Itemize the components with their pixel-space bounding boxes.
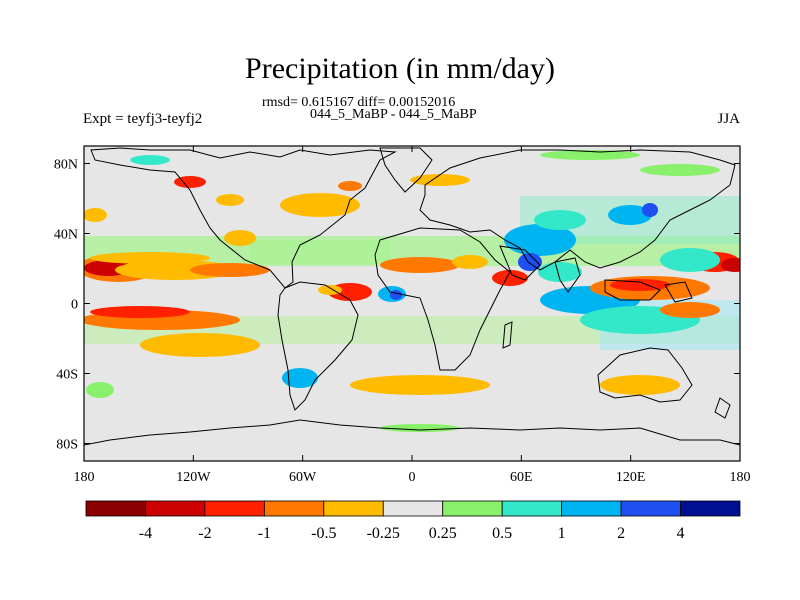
lon-tick-label: 120W bbox=[176, 470, 211, 485]
colorbar-label: -0.25 bbox=[367, 525, 400, 542]
plot-title: Precipitation (in mm/day) bbox=[245, 52, 555, 85]
colorbar-swatch bbox=[204, 500, 265, 517]
colorbar-swatch bbox=[442, 500, 503, 517]
colorbar-swatch bbox=[85, 500, 146, 517]
latitude-axis: 80N 40N 0 40S 80S bbox=[54, 158, 740, 453]
colorbar-label: 0.5 bbox=[492, 525, 512, 542]
colorbar-swatch bbox=[382, 500, 444, 517]
colorbar-label: 4 bbox=[677, 525, 685, 542]
colorbar-swatch bbox=[323, 500, 384, 517]
season-label: JJA bbox=[717, 111, 740, 127]
lat-tick-label: 0 bbox=[71, 298, 78, 313]
colorbar-label: -4 bbox=[139, 525, 152, 542]
colorbar-label: 2 bbox=[617, 525, 625, 542]
lat-tick-label: 40S bbox=[56, 368, 78, 383]
colorbar-swatch bbox=[145, 500, 206, 517]
colorbar-label: 0.25 bbox=[429, 525, 457, 542]
colorbar-swatch bbox=[263, 500, 325, 517]
lon-tick-label: 180 bbox=[74, 470, 95, 485]
colorbar-label: -0.5 bbox=[311, 525, 336, 542]
colorbar-label: -2 bbox=[198, 525, 211, 542]
lon-tick-label: 120E bbox=[616, 470, 646, 485]
lon-tick-label: 180 bbox=[730, 470, 751, 485]
colorbar-swatch bbox=[620, 500, 681, 517]
colorbar-label: 1 bbox=[558, 525, 566, 542]
lon-tick-label: 60E bbox=[510, 470, 533, 485]
lat-tick-label: 80N bbox=[54, 158, 78, 173]
colorbar: -4 -2 -1 -0.5 -0.25 0.25 0.5 1 2 4 bbox=[85, 500, 741, 542]
colorbar-swatch bbox=[561, 500, 622, 517]
stats-line: rmsd= 0.615167 diff= 0.00152016 bbox=[262, 95, 456, 110]
experiment-line: 044_5_MaBP - 044_5_MaBP bbox=[310, 107, 477, 122]
longitude-axis: 180 120W 60W 0 60E 120E 180 bbox=[74, 146, 751, 485]
colorbar-swatch bbox=[501, 500, 563, 517]
lat-tick-label: 80S bbox=[56, 438, 78, 453]
anomaly-patches bbox=[84, 150, 740, 432]
lon-tick-label: 0 bbox=[409, 470, 416, 485]
lat-tick-label: 40N bbox=[54, 228, 78, 243]
colorbar-label: -1 bbox=[258, 525, 271, 542]
left-string: Expt = teyfj3-teyfj2 bbox=[83, 111, 203, 127]
colorbar-swatch bbox=[680, 500, 741, 517]
lon-tick-label: 60W bbox=[289, 470, 317, 485]
